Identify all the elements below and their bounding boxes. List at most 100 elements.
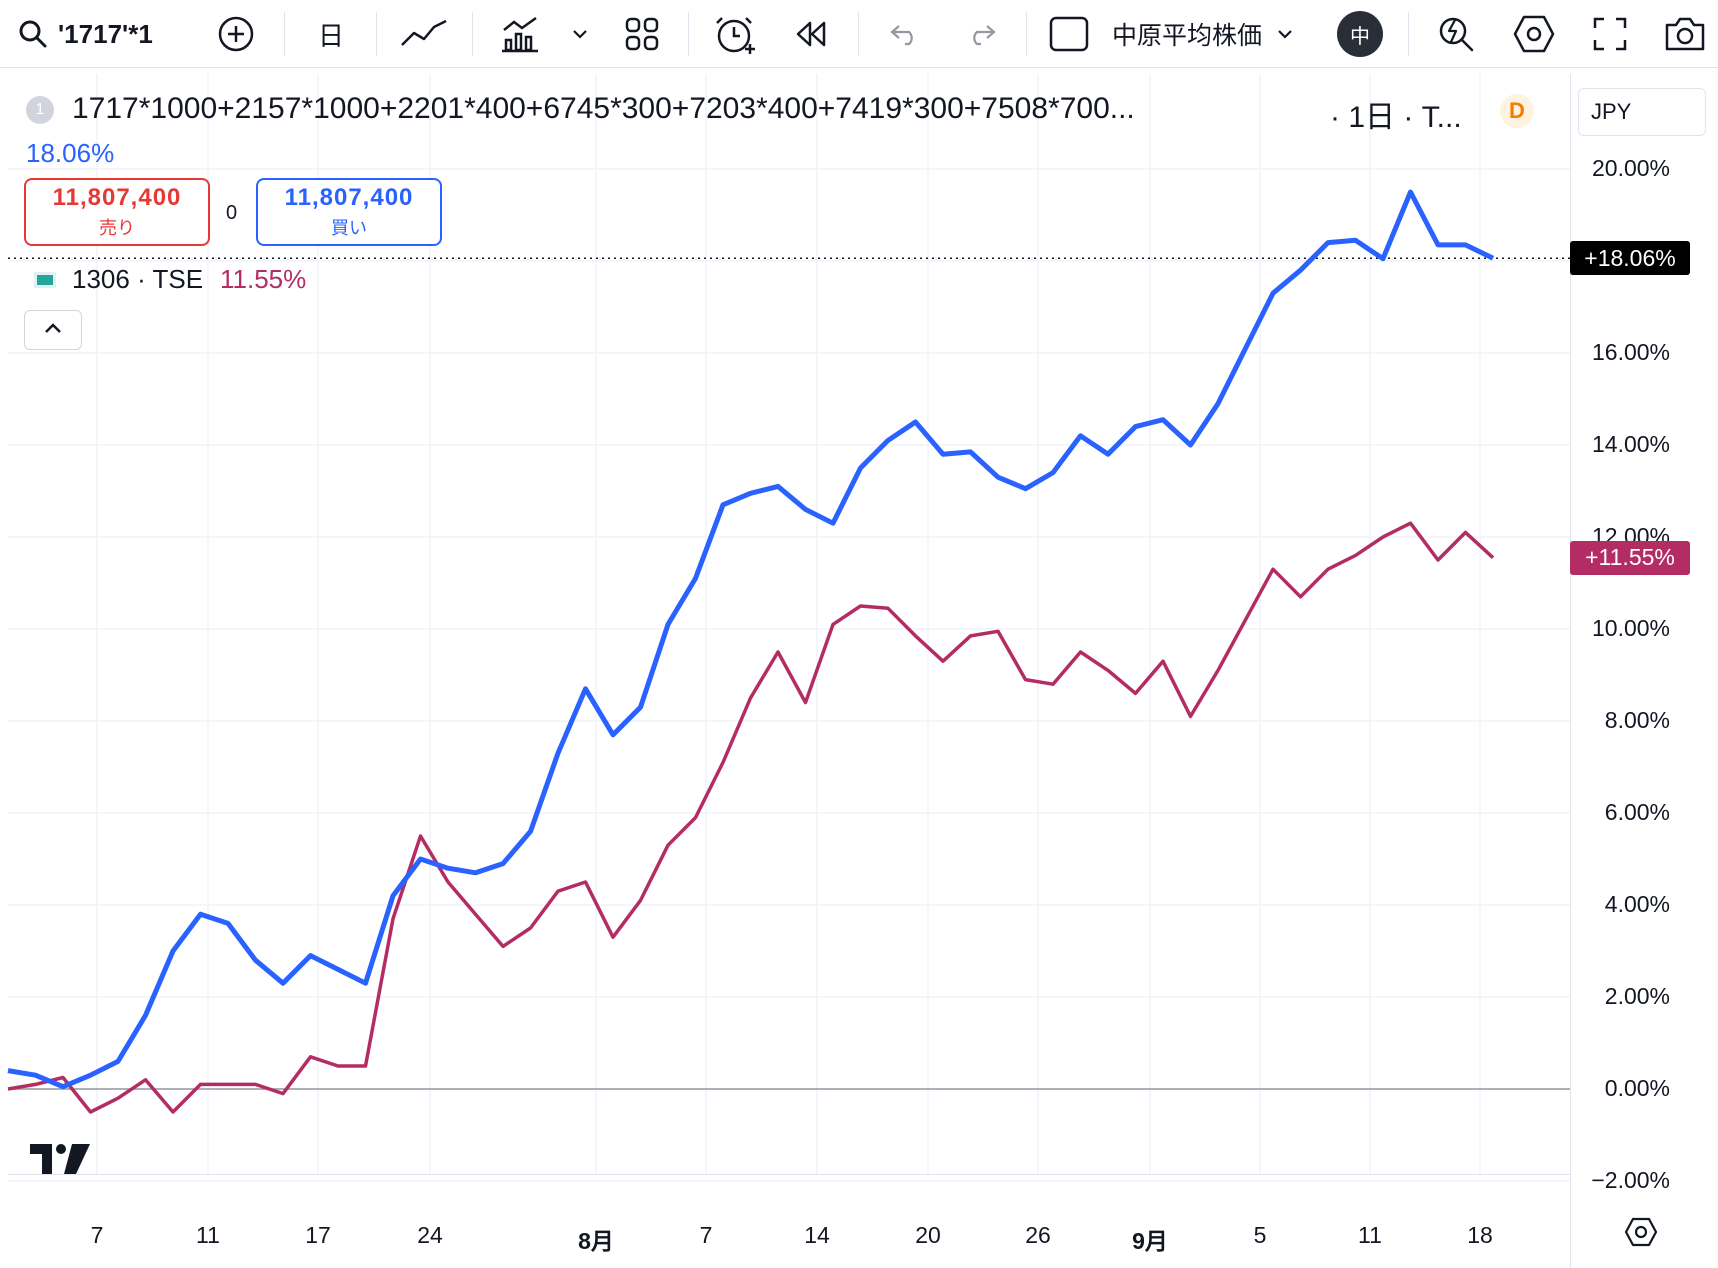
toolbar-divider <box>1408 12 1409 56</box>
line-chart-icon <box>400 19 448 49</box>
alert-button[interactable] <box>710 10 762 58</box>
time-tick-label: 17 <box>305 1222 331 1248</box>
lightning-search-icon <box>1436 14 1476 54</box>
index-label: 中原平均株価 <box>1112 22 1263 50</box>
time-scale-border <box>8 1174 1570 1175</box>
spread-value: 0 <box>226 202 238 224</box>
interval-exchange: · 1日 · T... <box>1330 101 1462 134</box>
index-selector[interactable]: 中原平均株価 <box>1112 10 1302 58</box>
price-tick-label: 2.00% <box>1604 983 1670 1009</box>
price-tick-label: 10.00% <box>1591 615 1670 641</box>
symbol-search-button[interactable]: '1717'*1 <box>18 10 208 58</box>
time-tick-label: 7 <box>90 1222 104 1248</box>
symbol-title[interactable]: 1717*1000+2157*1000+2201*400+6745*300+72… <box>72 92 1135 125</box>
hexagon-gear-icon <box>1513 14 1555 54</box>
alarm-clock-icon <box>714 12 758 56</box>
toolbar-divider <box>858 12 859 56</box>
settings-button[interactable] <box>1510 10 1558 58</box>
sell-button[interactable]: 11,807,400 売り <box>24 178 210 246</box>
collapse-legend-button[interactable] <box>24 310 82 350</box>
price-tick-label: −2.00% <box>1591 1167 1670 1193</box>
chevron-up-icon <box>43 321 63 339</box>
chart-type-button[interactable] <box>396 10 452 58</box>
toolbar-divider <box>284 12 285 56</box>
time-tick-label: 24 <box>417 1222 443 1248</box>
expand-icon <box>1592 16 1628 52</box>
add-circle-icon <box>217 15 255 53</box>
toolbar-divider <box>376 12 377 56</box>
price-tick-label: 6.00% <box>1604 799 1670 825</box>
compare-symbol-flag-icon <box>34 272 56 288</box>
interval-label: 日 <box>317 20 344 51</box>
toolbar-divider <box>1026 12 1027 56</box>
compare-symbol-name[interactable]: 1306 · TSE <box>72 264 204 294</box>
scale-settings-button[interactable] <box>1624 1216 1658 1253</box>
top-toolbar: '1717'*1 日 <box>0 0 1718 68</box>
rewind-icon <box>794 19 830 49</box>
search-icon <box>18 19 48 49</box>
chart-pane[interactable] <box>8 74 1710 1268</box>
compare-change-pct: 11.55% <box>220 264 307 294</box>
time-tick-label: 11 <box>1358 1222 1382 1248</box>
sell-price: 11,807,400 <box>52 184 182 211</box>
time-tick-label: 26 <box>1025 1222 1051 1248</box>
avatar: 中 <box>1337 11 1383 57</box>
series-lines <box>7 189 1495 1114</box>
time-tick-label: 5 <box>1253 1222 1267 1248</box>
indicators-button[interactable] <box>496 10 544 58</box>
price-tick-label: 20.00% <box>1591 155 1670 181</box>
last-value-badge-main: +18.06% <box>1570 241 1690 276</box>
series-line-portfolio[interactable] <box>7 189 1495 1090</box>
time-tick-label: 8月 <box>578 1228 614 1254</box>
price-scale-border <box>1570 74 1571 1268</box>
data-status-badge[interactable]: D <box>1500 94 1534 128</box>
fullscreen-toggle-button[interactable] <box>1046 10 1092 58</box>
grid-lines <box>8 74 1570 1182</box>
account-avatar[interactable]: 中 <box>1336 10 1384 58</box>
indicators-icon <box>500 14 540 54</box>
undo-icon <box>889 22 921 46</box>
chevron-down-icon <box>1276 28 1294 40</box>
main-change-pct: 18.06% <box>26 138 115 168</box>
symbol-label: '1717'*1 <box>58 18 153 49</box>
price-tick-label: 8.00% <box>1604 707 1670 733</box>
time-tick-label: 7 <box>699 1222 713 1248</box>
interval-button[interactable]: 日 <box>306 10 356 58</box>
pane-index-badge: 1 <box>26 96 54 124</box>
price-tick-label: 16.00% <box>1591 339 1670 365</box>
buy-button[interactable]: 11,807,400 買い <box>256 178 442 246</box>
toolbar-divider <box>472 12 473 56</box>
replay-button[interactable] <box>788 10 836 58</box>
toolbar-divider <box>688 12 689 56</box>
time-tick-label: 14 <box>804 1222 830 1248</box>
price-tick-label: 0.00% <box>1604 1075 1670 1101</box>
time-tick-label: 11 <box>196 1222 220 1248</box>
time-tick-label: 18 <box>1467 1222 1493 1248</box>
tradingview-logo[interactable] <box>30 1144 92 1183</box>
compare-add-button[interactable] <box>212 10 260 58</box>
sell-label: 売り <box>99 218 135 238</box>
screenshot-button[interactable] <box>1660 10 1710 58</box>
time-tick-label: 9月 <box>1132 1228 1168 1254</box>
chevron-down-icon <box>571 28 589 40</box>
buy-label: 買い <box>331 218 367 238</box>
currency-selector[interactable]: JPY <box>1578 88 1706 136</box>
last-value-badge-compare: +11.55% <box>1570 540 1690 575</box>
square-icon <box>1049 16 1089 52</box>
fullscreen-button[interactable] <box>1586 10 1634 58</box>
quick-search-button[interactable] <box>1432 10 1480 58</box>
hexagon-gear-icon <box>1624 1217 1658 1252</box>
buy-price: 11,807,400 <box>284 184 414 211</box>
redo-icon <box>965 22 997 46</box>
layout-button[interactable] <box>618 10 666 58</box>
camera-icon <box>1663 15 1707 53</box>
redo-button[interactable] <box>960 10 1002 58</box>
time-tick-label: 20 <box>915 1222 941 1248</box>
indicators-dropdown[interactable] <box>568 10 592 58</box>
undo-button[interactable] <box>884 10 926 58</box>
grid-layout-icon <box>624 16 660 52</box>
price-tick-label: 14.00% <box>1591 431 1670 457</box>
series-line-1306[interactable] <box>7 521 1495 1114</box>
